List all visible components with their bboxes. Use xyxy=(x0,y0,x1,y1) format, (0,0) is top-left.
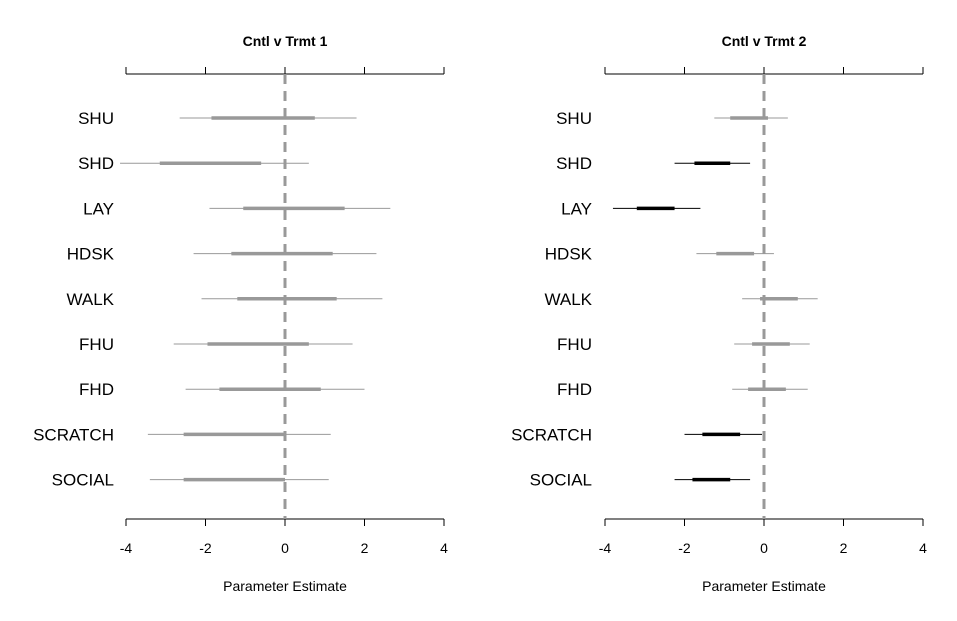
row-label: SCRATCH xyxy=(511,425,592,444)
row-label: SCRATCH xyxy=(33,425,114,444)
row-label: WALK xyxy=(66,290,114,309)
x-tick-label: 4 xyxy=(440,540,448,556)
row-label: FHD xyxy=(79,380,114,399)
x-tick-label: -4 xyxy=(120,540,133,556)
x-tick-label: -2 xyxy=(199,540,212,556)
x-axis-label: Parameter Estimate xyxy=(702,578,826,594)
row-label: SHD xyxy=(78,154,114,173)
x-tick-label: 2 xyxy=(840,540,848,556)
panel-title: Cntl v Trmt 1 xyxy=(243,33,328,49)
row-label: SHU xyxy=(78,109,114,128)
x-tick-label: 2 xyxy=(361,540,369,556)
row-label: SHU xyxy=(556,109,592,128)
x-tick-label: -2 xyxy=(678,540,691,556)
row-label: SHD xyxy=(556,154,592,173)
x-tick-label: 0 xyxy=(760,540,768,556)
row-label: WALK xyxy=(544,290,592,309)
x-tick-label: 0 xyxy=(281,540,289,556)
forest-panel-2: Cntl v Trmt 2 -4 -2 0 2 4 Parameter Estimate SH… xyxy=(511,33,927,594)
x-tick-label: 4 xyxy=(919,540,927,556)
row-label: SOCIAL xyxy=(52,471,114,490)
row-label: LAY xyxy=(561,199,592,218)
row-label: HDSK xyxy=(67,245,115,264)
row-label: FHU xyxy=(79,335,114,354)
forest-panel-1: Cntl v Trmt 1 -4 -2 0 2 4 Parameter Estimate SH… xyxy=(33,33,448,594)
panel-title: Cntl v Trmt 2 xyxy=(722,33,807,49)
row-label: LAY xyxy=(83,199,114,218)
row-label: HDSK xyxy=(545,245,593,264)
row-label: SOCIAL xyxy=(530,471,592,490)
x-tick-label: -4 xyxy=(599,540,612,556)
row-label: FHU xyxy=(557,335,592,354)
x-axis-label: Parameter Estimate xyxy=(223,578,347,594)
row-label: FHD xyxy=(557,380,592,399)
